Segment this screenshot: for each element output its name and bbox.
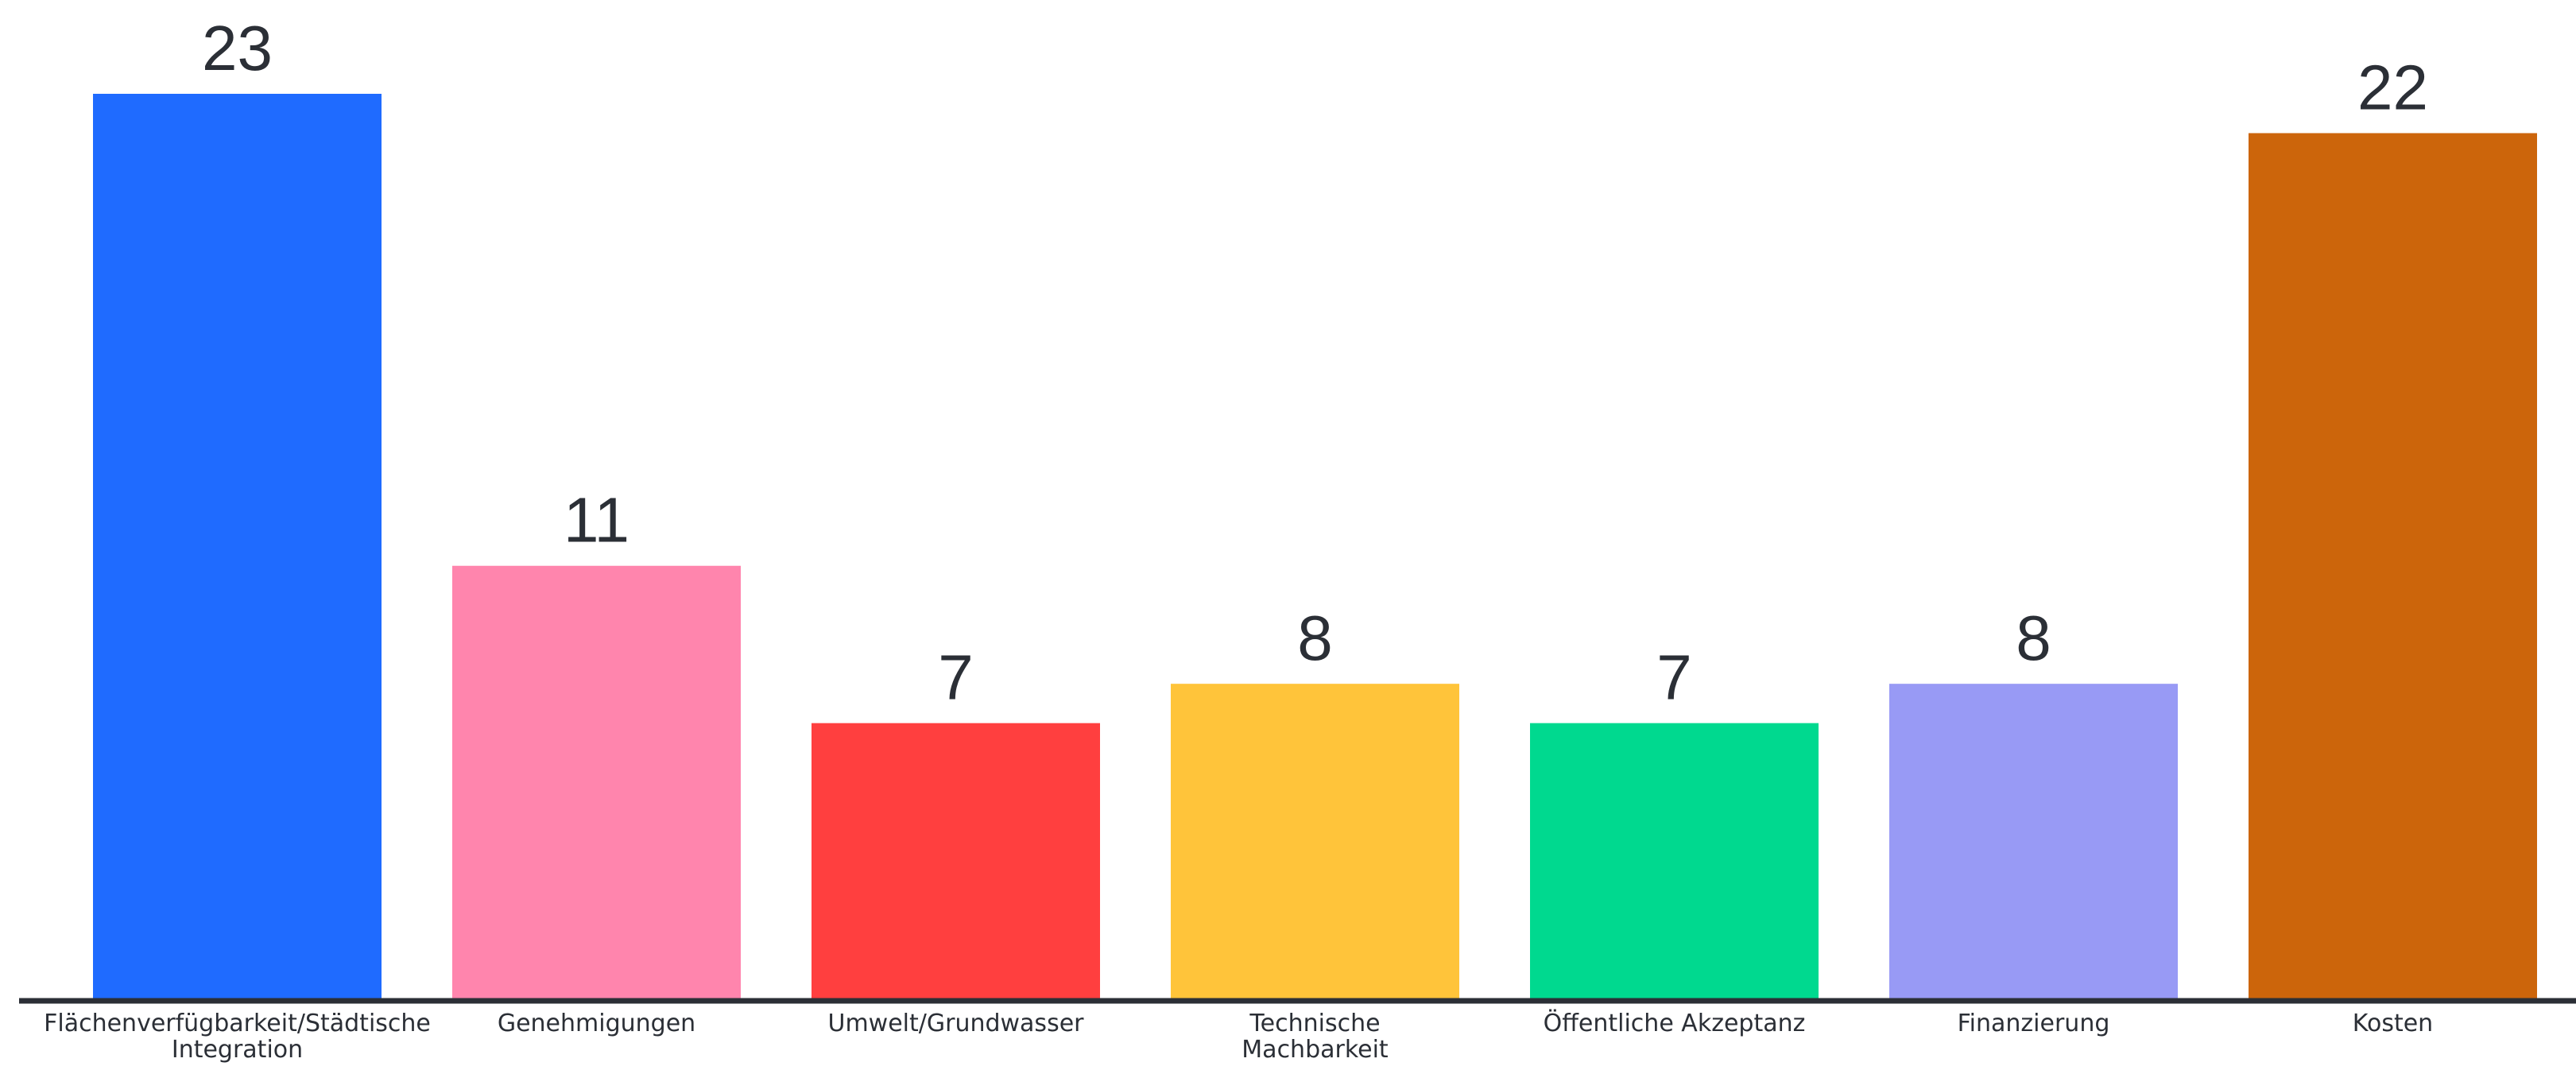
bar-flachenverfugbarkeit-stadtische-integration	[93, 94, 382, 998]
bar-umwelt-grundwasser	[812, 723, 1100, 998]
category-label-finanzierung: Finanzierung	[1958, 1010, 2110, 1037]
category-label-line: Genehmigungen	[498, 1010, 695, 1037]
category-label-technische-machbarkeit: Technische Machbarkeit	[1242, 1010, 1389, 1064]
category-label-line: Technische	[1249, 1010, 1380, 1037]
bar-genehmigungen	[452, 565, 741, 998]
value-label-kosten: 22	[2357, 52, 2428, 122]
value-label-flachenverfugbarkeit-stadtische-integration: 23	[202, 13, 273, 83]
category-label-line: Umwelt/Grundwasser	[827, 1010, 1084, 1037]
category-label-umwelt-grundwasser: Umwelt/Grundwasser	[827, 1010, 1084, 1037]
bar-offentliche-akzeptanz	[1530, 723, 1819, 998]
bar-kosten	[2249, 133, 2537, 998]
category-label-line: Öffentliche Akzeptanz	[1544, 1009, 1806, 1037]
bars-layer	[93, 94, 2537, 998]
category-label-line: Integration	[172, 1036, 303, 1064]
category-label-line: Flächenverfügbarkeit/Städtische	[44, 1010, 431, 1037]
value-label-umwelt-grundwasser: 7	[938, 642, 974, 713]
value-label-genehmigungen: 11	[564, 485, 629, 556]
category-label-line: Machbarkeit	[1242, 1036, 1389, 1064]
value-labels-layer: 23 11 7 8 7 8 22	[202, 13, 2428, 713]
value-label-offentliche-akzeptanz: 7	[1656, 642, 1692, 713]
category-label-kosten: Kosten	[2353, 1010, 2433, 1037]
category-label-genehmigungen: Genehmigungen	[498, 1010, 695, 1037]
category-label-line: Kosten	[2353, 1010, 2433, 1037]
category-label-flachenverfugbarkeit-stadtische-integration: Flächenverfügbarkeit/Städtische Integrati…	[44, 1010, 431, 1064]
category-labels-layer: Flächenverfügbarkeit/Städtische Integrati…	[44, 1009, 2433, 1064]
category-label-offentliche-akzeptanz: Öffentliche Akzeptanz	[1544, 1009, 1806, 1037]
value-label-finanzierung: 8	[2016, 603, 2051, 673]
bar-technische-machbarkeit	[1171, 684, 1459, 998]
value-label-technische-machbarkeit: 8	[1297, 603, 1333, 673]
category-label-line: Finanzierung	[1958, 1010, 2110, 1037]
bar-finanzierung	[1889, 684, 2178, 998]
